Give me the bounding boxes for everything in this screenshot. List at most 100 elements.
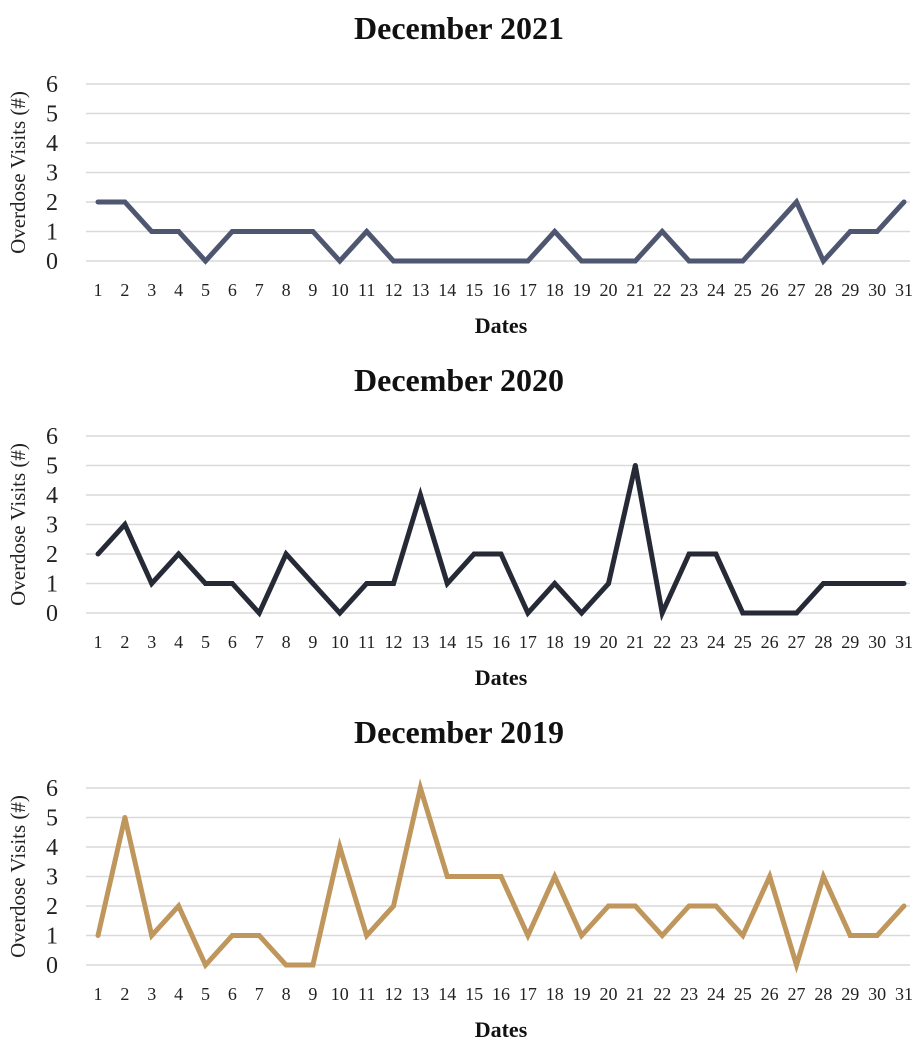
x-tick-label: 15 [465,984,483,1004]
x-tick-label: 31 [895,632,913,652]
data-point [713,551,719,557]
x-tick-label: 30 [868,632,886,652]
x-tick-label: 5 [201,984,210,1004]
data-point [525,258,531,264]
y-tick-label: 0 [46,601,58,627]
x-tick-label: 9 [308,632,317,652]
x-tick-label: 16 [492,984,510,1004]
y-tick-label: 5 [46,102,58,128]
data-point [310,581,316,586]
data-point [767,610,773,616]
data-point [659,610,665,616]
data-point [122,522,128,527]
x-axis-title: Dates [475,313,528,338]
data-point [471,258,477,264]
data-point [632,258,638,264]
x-axis-title: Dates [475,665,528,690]
x-tick-label: 29 [841,632,859,652]
x-tick-label: 19 [573,280,591,300]
x-tick-label: 20 [599,632,617,652]
data-point [847,229,853,234]
x-tick-label: 12 [385,280,403,300]
data-point [552,581,558,586]
x-tick-label: 5 [201,280,210,300]
data-point [417,785,423,791]
x-tick-label: 12 [385,984,403,1004]
x-tick-label: 27 [788,280,806,300]
x-tick-label: 4 [174,280,183,300]
data-point [498,551,504,557]
y-axis-title: Overdose Visits (#) [6,795,30,958]
x-axis-title: Dates [475,1017,528,1042]
x-tick-label: 6 [228,280,237,300]
x-tick-label: 17 [519,984,537,1004]
data-point [364,581,370,586]
x-tick-label: 2 [120,280,129,300]
y-tick-label: 3 [46,513,58,539]
data-point [202,258,208,264]
data-point [901,903,907,909]
data-point [820,581,826,586]
x-tick-label: 29 [841,984,859,1004]
x-tick-label: 12 [385,632,403,652]
data-point [176,551,182,557]
data-point [229,933,235,938]
chart-december-2021: December 2021 0 1 2 3 4 5 6 Overdose Visits (#) 1… [0,0,916,345]
data-point [552,874,558,879]
data-point [95,199,101,205]
x-tick-label: 19 [573,984,591,1004]
data-point [364,933,370,938]
chart-title: December 2019 [354,714,564,750]
data-point [794,610,800,616]
x-tick-label: 28 [814,632,832,652]
data-point [256,229,262,234]
x-tick-label: 13 [411,984,429,1004]
x-tick-label: 20 [599,280,617,300]
x-tick-label: 11 [358,280,375,300]
x-tick-label: 24 [707,280,725,300]
data-point [337,610,343,616]
x-tick-label: 29 [841,280,859,300]
y-tick-label: 5 [46,454,58,480]
y-tick-label: 4 [46,483,58,509]
x-tick-label: 14 [438,280,456,300]
x-tick-label: 31 [895,280,913,300]
y-tick-label: 4 [46,835,58,861]
x-tick-label: 1 [94,984,103,1004]
x-tick-label: 11 [358,632,375,652]
x-tick-label: 17 [519,632,537,652]
x-tick-label: 26 [761,632,779,652]
x-tick-label: 13 [411,632,429,652]
data-point [256,610,262,616]
chart-title: December 2021 [354,10,564,46]
data-point [202,581,208,586]
y-tick-label: 6 [46,776,58,802]
data-point [874,581,880,586]
data-point [874,229,880,234]
x-tick-label: 1 [94,280,103,300]
x-tick-label: 14 [438,632,456,652]
y-tick-label: 6 [46,424,58,450]
x-tick-label: 4 [174,984,183,1004]
data-point [820,258,826,264]
data-point [901,199,907,205]
x-tick-label: 22 [653,632,671,652]
x-tick-label: 16 [492,280,510,300]
x-tick-label: 17 [519,280,537,300]
x-tick-label: 9 [308,984,317,1004]
data-point [740,258,746,264]
data-point [579,610,585,616]
data-point [310,962,316,968]
data-point [391,903,397,909]
x-tick-label: 7 [255,984,264,1004]
data-point [820,874,826,879]
y-tick-label: 3 [46,161,58,187]
x-tick-label: 18 [546,984,564,1004]
x-tick-label: 3 [147,984,156,1004]
data-point [310,229,316,234]
data-point [95,551,101,557]
x-tick-label: 15 [465,632,483,652]
x-tick-label: 27 [788,984,806,1004]
data-point [471,551,477,557]
